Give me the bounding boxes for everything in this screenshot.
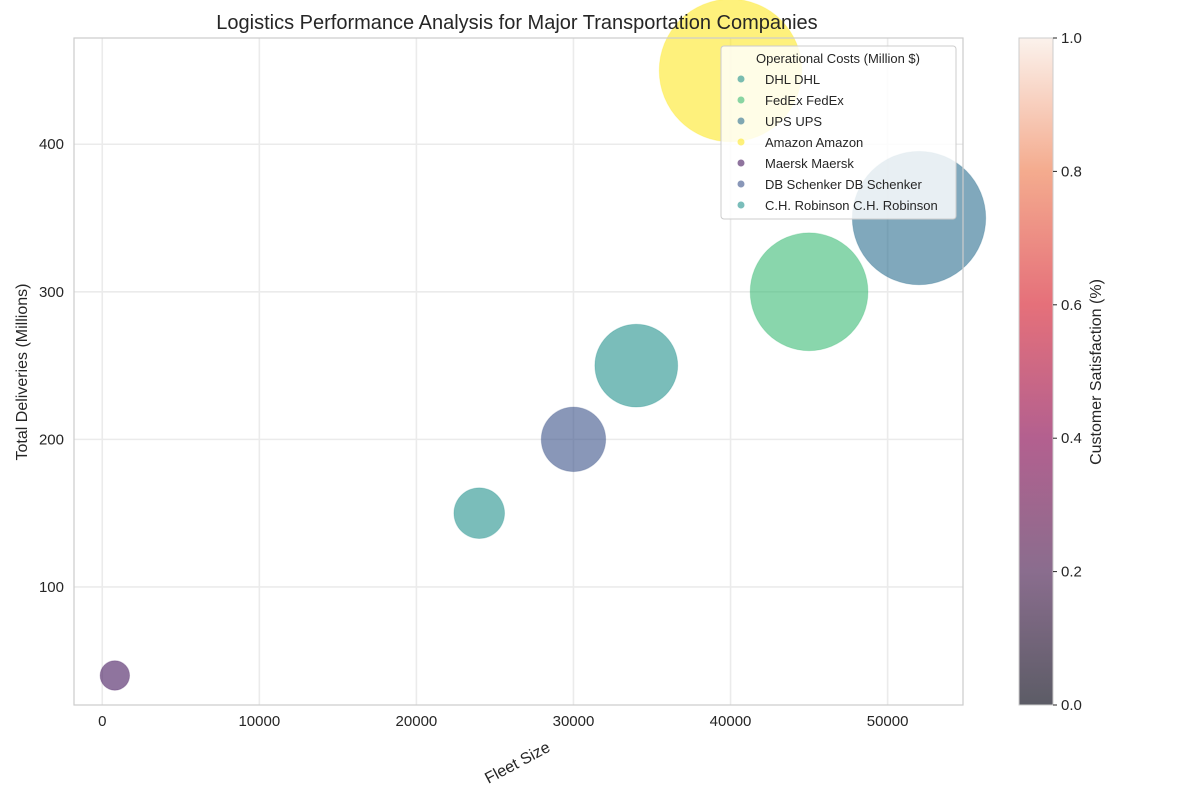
colorbar-tick-label: 1.0 xyxy=(1061,30,1082,47)
x-tick-label: 40000 xyxy=(710,713,752,730)
y-tick-label: 200 xyxy=(39,431,64,448)
legend-entry: Amazon Amazon xyxy=(765,135,863,150)
colorbar-gradient xyxy=(1018,37,1054,706)
data-point xyxy=(453,487,506,539)
x-tick-label: 50000 xyxy=(867,713,909,730)
legend-marker xyxy=(737,159,745,167)
colorbar: 0.0 0.2 0.4 0.6 0.8 1.0 Customer Satisfaction… xyxy=(1018,30,1105,714)
legend-box xyxy=(720,45,957,220)
x-axis-label: Fleet Size xyxy=(482,739,553,787)
colorbar-tick-label: 0.2 xyxy=(1061,564,1082,581)
legend-marker xyxy=(737,201,745,209)
legend-entry: UPS UPS xyxy=(765,114,822,129)
legend-entry: DHL DHL xyxy=(765,72,820,87)
legend-title: Operational Costs (Million $) xyxy=(756,51,920,66)
x-tick-label: 10000 xyxy=(238,713,280,730)
legend-entry: Maersk Maersk xyxy=(765,156,854,171)
plot-border xyxy=(73,37,964,706)
y-axis-label: Total Deliveries (Millions) xyxy=(14,284,31,461)
y-tick-label: 400 xyxy=(39,136,64,153)
colorbar-ticks: 0.0 0.2 0.4 0.6 0.8 1.0 xyxy=(1053,30,1082,714)
colorbar-tick-label: 0.0 xyxy=(1061,697,1082,714)
legend: Operational Costs (Million $) DHL DHL Fed… xyxy=(720,45,957,220)
x-tick-label: 20000 xyxy=(396,713,438,730)
data-point xyxy=(749,232,869,352)
tick-labels: 0 10000 20000 30000 40000 50000 100 200 300 400 xyxy=(39,136,908,730)
y-tick-label: 100 xyxy=(39,579,64,596)
x-tick-label: 30000 xyxy=(553,713,595,730)
plot-frame xyxy=(73,37,964,706)
y-tick-label: 300 xyxy=(39,284,64,301)
legend-entry: FedEx FedEx xyxy=(765,93,844,108)
legend-marker xyxy=(737,138,745,146)
legend-entry: DB Schenker DB Schenker xyxy=(765,177,922,192)
data-point xyxy=(540,406,607,473)
legend-marker xyxy=(737,75,745,83)
data-point xyxy=(594,323,679,408)
chart-title: Logistics Performance Analysis for Major… xyxy=(216,12,817,34)
data-point xyxy=(99,660,131,691)
legend-marker xyxy=(737,117,745,125)
legend-entry: C.H. Robinson C.H. Robinson xyxy=(765,198,938,213)
colorbar-label: Customer Satisfaction (%) xyxy=(1088,279,1105,465)
colorbar-tick-label: 0.4 xyxy=(1061,430,1082,447)
legend-marker xyxy=(737,180,745,188)
x-tick-label: 0 xyxy=(98,713,106,730)
legend-items: DHL DHL FedEx FedEx UPS UPS Amazon Amazon Ma… xyxy=(737,72,938,213)
legend-marker xyxy=(737,96,745,104)
colorbar-tick-label: 0.8 xyxy=(1061,163,1082,180)
colorbar-tick-label: 0.6 xyxy=(1061,297,1082,314)
